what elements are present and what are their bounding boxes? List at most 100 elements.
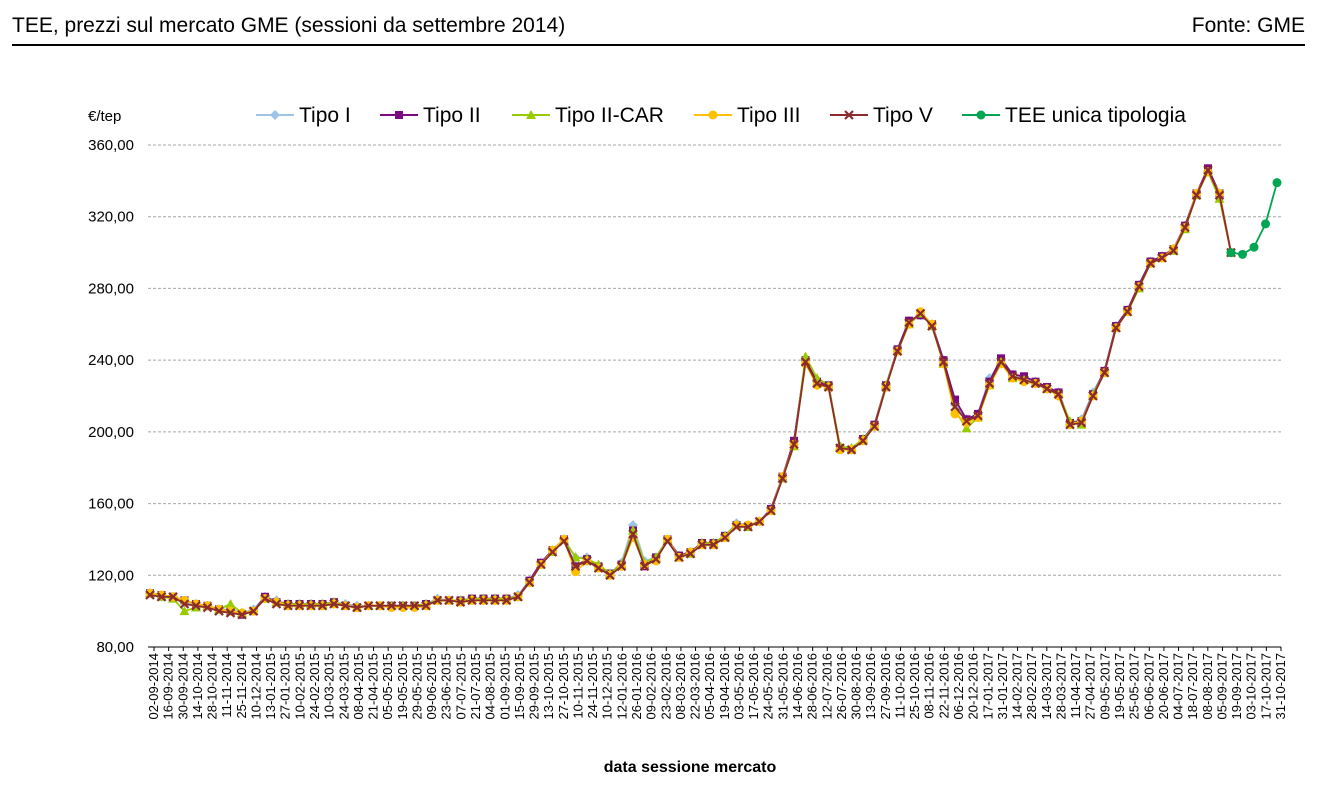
data-point-tipo-v	[881, 382, 891, 392]
data-point-tipo-iii	[973, 413, 983, 423]
data-point-tipo-v	[317, 600, 328, 611]
x-tick-label: 28-02-2017	[1024, 653, 1039, 720]
data-point-tipo-v	[1122, 306, 1133, 317]
data-point-tipo-iii	[927, 319, 937, 329]
data-point-tipo-v	[1007, 371, 1018, 382]
x-tick-label: 01-09-2015	[497, 653, 512, 720]
data-point-tipo-v	[455, 597, 466, 607]
x-tick-label: 29-09-2015	[527, 653, 542, 720]
x-tick-label: 19-09-2017	[1229, 653, 1244, 720]
x-tick-label: 12-07-2016	[819, 653, 834, 720]
x-tick-label: 24-02-2015	[307, 653, 322, 720]
x-tick-label: 04-08-2015	[483, 653, 498, 720]
legend-marker-tipo-v	[844, 110, 854, 120]
data-point-tipo-v	[202, 602, 213, 613]
series-line-tipo-i	[149, 169, 1232, 614]
data-point-tipo-v	[145, 590, 155, 600]
data-point-tipo-v	[1030, 378, 1041, 389]
y-tick-label: 360,00	[88, 137, 134, 154]
data-point-tipo-v	[570, 561, 581, 572]
data-point-tipo-v	[1065, 419, 1075, 430]
data-point-tipo-v	[1076, 418, 1087, 428]
data-point-tipo-v	[225, 608, 236, 618]
legend-label-tipo-i: Tipo I	[299, 104, 351, 127]
data-point-tipo-v	[720, 532, 730, 543]
legend-label-tipo-ii: Tipo II	[423, 104, 481, 127]
x-tick-label: 30-09-2014	[175, 653, 190, 720]
data-point-tipo-v	[582, 556, 592, 566]
data-point-tipo-iii	[950, 409, 960, 419]
x-tick-label: 28-03-2017	[1053, 653, 1068, 720]
x-tick-label: 31-05-2016	[775, 653, 790, 720]
data-point-tipo-iii	[1008, 373, 1017, 383]
data-point-tipo-v	[651, 554, 661, 564]
data-point-tipo-v	[708, 540, 719, 550]
x-tick-label: 07-07-2015	[453, 653, 468, 720]
data-point-tipo-v	[996, 357, 1006, 367]
data-point-tee-unica-tipologia	[1261, 219, 1270, 229]
x-tick-label: 27-10-2015	[556, 653, 571, 720]
x-tick-label: 19-05-2015	[395, 653, 410, 720]
x-tick-label: 21-04-2015	[366, 653, 381, 720]
x-tick-label: 08-04-2015	[351, 653, 366, 720]
x-tick-label: 21-07-2015	[468, 653, 483, 720]
x-tick-label: 23-06-2015	[439, 653, 454, 720]
data-point-tipo-v	[1019, 375, 1029, 385]
x-tick-label: 28-06-2016	[805, 653, 820, 720]
data-point-tipo-v	[1191, 190, 1202, 200]
x-tick-label: 19-05-2017	[1112, 653, 1127, 720]
data-point-tipo-v	[766, 505, 776, 516]
x-tick-label: 14-02-2017	[1010, 653, 1025, 720]
data-point-tipo-v	[421, 600, 431, 611]
x-tick-label: 28-10-2014	[205, 653, 220, 720]
data-point-tipo-iii	[812, 380, 822, 390]
data-point-tipo-v	[386, 600, 397, 611]
x-tick-label: 17-01-2017	[980, 653, 995, 720]
x-tick-label: 20-12-2016	[966, 653, 981, 720]
data-point-tipo-v	[513, 592, 523, 602]
x-tick-label: 13-09-2016	[863, 653, 878, 720]
data-point-tee-unica-tipologia	[1272, 178, 1282, 188]
data-point-tipo-v	[605, 570, 615, 581]
x-tick-label: 24-05-2016	[761, 653, 776, 720]
data-point-tipo-v	[938, 357, 949, 367]
legend-marker-tee-unica-tipologia	[976, 110, 986, 120]
data-point-tipo-v	[1145, 258, 1156, 269]
x-tick-label: 11-11-2014	[219, 653, 234, 718]
x-tick-label: 10-11-2015	[570, 653, 585, 719]
x-tick-label: 26-01-2016	[629, 653, 644, 720]
data-point-tipo-iii	[916, 307, 925, 317]
y-tick-label: 280,00	[88, 280, 134, 297]
data-point-tipo-v	[812, 378, 822, 389]
x-tick-label: 10-03-2015	[322, 653, 337, 720]
x-tick-label: 13-10-2015	[541, 653, 556, 720]
x-tick-label: 27-09-2016	[878, 653, 893, 720]
x-tick-label: 24-11-2015	[585, 653, 600, 719]
x-tick-label: 02-09-2014	[146, 653, 161, 720]
data-point-tipo-v	[835, 443, 845, 453]
x-tick-label: 05-05-2015	[380, 653, 395, 720]
data-point-tipo-v	[1168, 246, 1179, 256]
data-point-tipo-v	[294, 600, 305, 611]
data-point-tipo-v	[731, 522, 742, 532]
legend-label-tipo-v: Tipo V	[873, 104, 933, 127]
data-point-tipo-v	[536, 559, 546, 570]
data-point-tipo-v	[973, 410, 983, 421]
data-point-tipo-v	[271, 599, 282, 609]
x-tick-label: 27-04-2017	[1083, 653, 1098, 720]
x-tick-label: 14-06-2016	[790, 653, 805, 720]
x-tick-label: 15-09-2015	[512, 653, 527, 720]
data-point-tipo-v	[628, 529, 638, 539]
x-tick-label: 14-10-2014	[190, 653, 205, 720]
data-point-tipo-ii-car	[961, 423, 972, 433]
x-tick-label: 09-06-2015	[424, 653, 439, 720]
x-tick-label: 10-02-2015	[292, 653, 307, 720]
x-tick-label: 25-05-2017	[1127, 653, 1142, 720]
data-point-tipo-v	[283, 600, 293, 611]
data-point-tipo-v	[639, 561, 650, 572]
legend-label-tipo-iii: Tipo III	[737, 104, 800, 127]
data-point-tipo-ii-car	[179, 606, 190, 616]
data-point-tipo-iii	[663, 534, 672, 544]
x-tick-label: 04-07-2017	[1171, 653, 1186, 720]
data-point-tee-unica-tipologia	[1226, 248, 1236, 258]
